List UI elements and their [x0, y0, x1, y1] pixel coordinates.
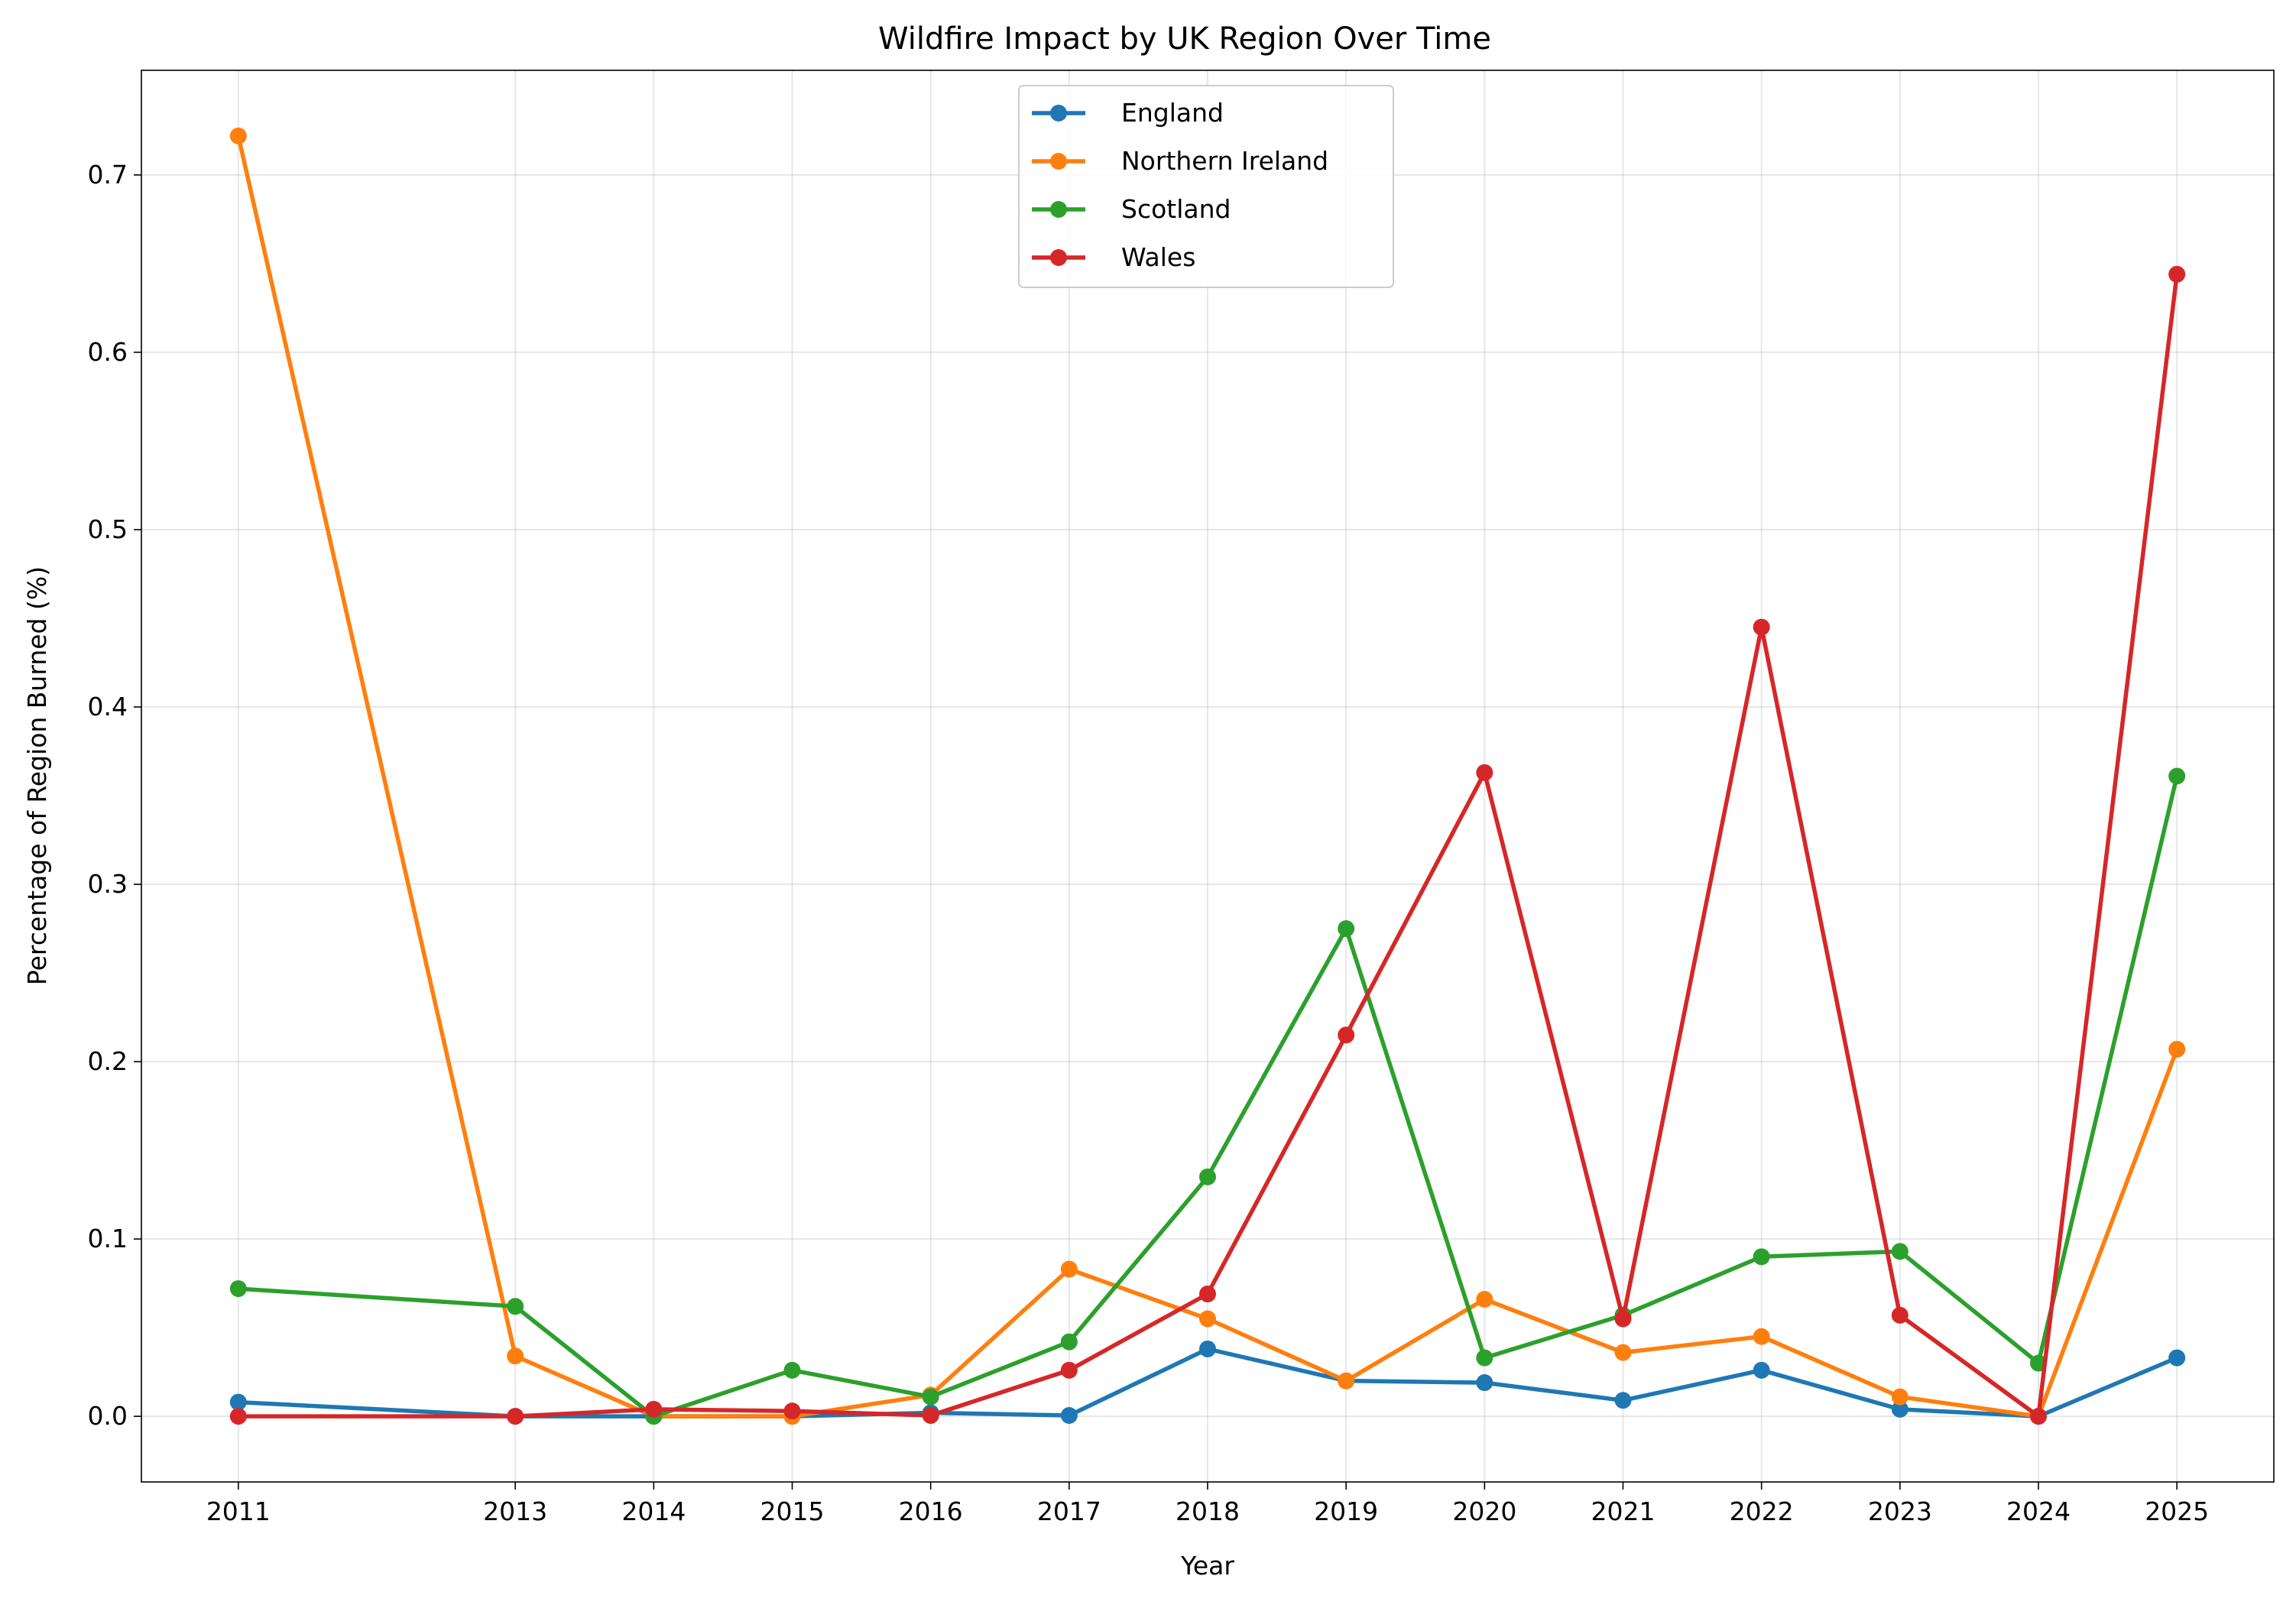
legend-label: Northern Ireland [1121, 146, 1328, 176]
legend-marker [1050, 153, 1067, 170]
data-point-northern-ireland [1060, 1260, 1078, 1278]
data-point-scotland [1753, 1248, 1770, 1266]
y-tick-label: 0.2 [88, 1046, 128, 1076]
legend-item-northern-ireland: Northern Ireland [1032, 146, 1328, 176]
data-point-scotland [1199, 1168, 1216, 1185]
data-point-wales [645, 1400, 663, 1418]
data-point-scotland [1891, 1243, 1908, 1260]
x-tick-label: 2024 [2006, 1496, 2071, 1526]
series-wales [229, 265, 2186, 1425]
x-tick-label: 2019 [1314, 1496, 1378, 1526]
data-point-england [1614, 1392, 1632, 1409]
x-tick-label: 2013 [483, 1496, 547, 1526]
data-point-northern-ireland [1891, 1388, 1908, 1406]
series-layer [229, 127, 2186, 1425]
x-tick-label: 2014 [621, 1496, 686, 1526]
data-point-wales [922, 1406, 939, 1424]
data-point-scotland [507, 1298, 524, 1315]
data-point-wales [2168, 265, 2186, 283]
y-tick-label: 0.3 [88, 869, 128, 899]
data-point-wales [1614, 1310, 1632, 1328]
data-point-northern-ireland [1338, 1372, 1355, 1389]
x-tick-label: 2016 [899, 1496, 963, 1526]
y-tick-label: 0.6 [88, 337, 128, 367]
x-tick-label: 2025 [2145, 1496, 2209, 1526]
data-point-england [1476, 1374, 1493, 1392]
legend-item-england: England [1032, 98, 1224, 128]
data-point-wales [507, 1408, 524, 1425]
data-point-wales [1338, 1026, 1355, 1044]
x-tick-label: 2021 [1591, 1496, 1656, 1526]
data-point-wales [783, 1402, 801, 1420]
legend-marker [1050, 201, 1067, 218]
data-point-northern-ireland [1476, 1291, 1493, 1308]
data-point-scotland [1476, 1349, 1493, 1367]
data-point-scotland [2168, 767, 2186, 785]
x-tick-label: 2020 [1452, 1496, 1516, 1526]
y-tick-label: 0.7 [88, 160, 128, 190]
data-point-northern-ireland [1753, 1328, 1770, 1345]
legend-item-wales: Wales [1032, 242, 1195, 272]
legend-marker [1050, 249, 1067, 266]
data-point-northern-ireland [2168, 1040, 2186, 1058]
data-point-england [2168, 1349, 2186, 1367]
data-point-scotland [783, 1361, 801, 1379]
data-point-northern-ireland [1199, 1310, 1216, 1328]
data-point-england [229, 1393, 247, 1411]
chart-title: Wildfire Impact by UK Region Over Time [878, 21, 1491, 57]
data-point-wales [229, 1408, 247, 1425]
legend-label: Scotland [1121, 194, 1231, 224]
x-tick-label: 2015 [760, 1496, 825, 1526]
data-point-england [1753, 1361, 1770, 1379]
data-point-northern-ireland [507, 1347, 524, 1365]
data-point-northern-ireland [1614, 1344, 1632, 1361]
data-point-scotland [1338, 920, 1355, 938]
data-point-england [1891, 1400, 1908, 1418]
legend-marker [1050, 105, 1067, 122]
data-point-wales [1891, 1306, 1908, 1324]
data-point-wales [1753, 618, 1770, 636]
data-point-northern-ireland [229, 127, 247, 144]
x-tick-label: 2022 [1730, 1496, 1794, 1526]
y-tick-label: 0.0 [88, 1401, 128, 1431]
y-tick-label: 0.5 [88, 514, 128, 544]
x-tick-label: 2018 [1176, 1496, 1240, 1526]
legend-label: England [1121, 98, 1224, 128]
x-tick-label: 2011 [206, 1496, 271, 1526]
data-point-wales [1476, 764, 1493, 781]
data-point-wales [1060, 1361, 1078, 1379]
series-line-northern-ireland [236, 134, 2179, 1419]
y-axis-label: Percentage of Region Burned (%) [22, 566, 52, 985]
y-axis: 0.0 0.1 0.2 0.3 0.4 0.5 0.6 0.7 [88, 160, 141, 1431]
data-point-wales [1199, 1286, 1216, 1303]
x-tick-label: 2023 [1868, 1496, 1932, 1526]
data-point-wales [2030, 1408, 2048, 1425]
data-point-scotland [922, 1388, 939, 1406]
x-axis: 2011 2013 2014 2015 2016 2017 2018 2019 2020 2021… [206, 1482, 2209, 1526]
data-point-england [1060, 1406, 1078, 1424]
data-point-england [1199, 1340, 1216, 1357]
legend-label: Wales [1121, 242, 1195, 272]
y-tick-label: 0.4 [88, 692, 128, 721]
series-line-wales [236, 272, 2179, 1419]
legend-frame [1018, 85, 1394, 288]
data-point-scotland [229, 1280, 247, 1298]
y-tick-label: 0.1 [88, 1224, 128, 1253]
legend-item-scotland: Scotland [1032, 194, 1231, 224]
data-point-scotland [1060, 1333, 1078, 1350]
x-axis-label: Year [1180, 1551, 1234, 1581]
legend: England Northern Ireland Scotland Wales [1018, 85, 1394, 288]
x-tick-label: 2017 [1037, 1496, 1101, 1526]
